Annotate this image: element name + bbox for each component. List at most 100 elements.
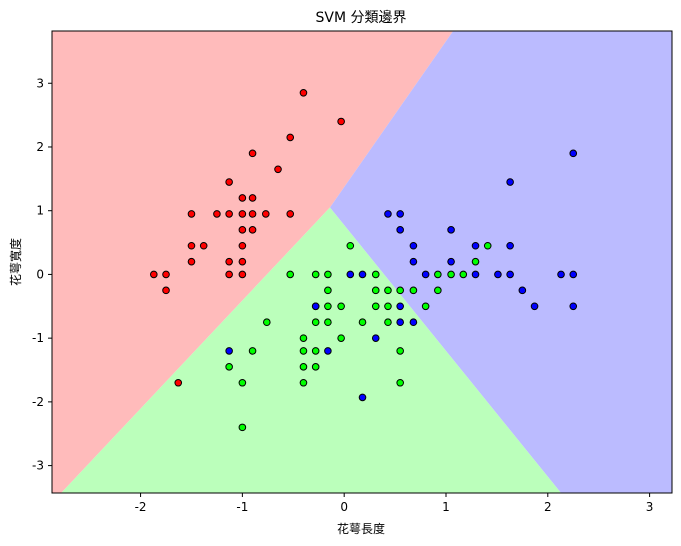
data-point bbox=[384, 318, 392, 327]
data-point bbox=[337, 334, 345, 342]
data-point bbox=[238, 257, 247, 266]
data-point bbox=[299, 363, 308, 371]
data-point bbox=[238, 194, 247, 202]
data-point bbox=[409, 241, 418, 250]
data-point bbox=[311, 302, 320, 311]
data-point bbox=[358, 318, 367, 327]
data-point bbox=[261, 210, 270, 218]
data-point bbox=[238, 210, 247, 218]
data-point bbox=[396, 318, 404, 327]
data-point bbox=[396, 226, 404, 234]
data-point bbox=[346, 270, 355, 279]
data-point bbox=[434, 270, 442, 279]
data-point bbox=[225, 178, 233, 186]
data-point bbox=[396, 347, 404, 355]
data-point bbox=[518, 286, 527, 295]
data-point bbox=[506, 270, 514, 279]
data-point bbox=[434, 286, 442, 295]
data-point bbox=[324, 347, 332, 355]
plot-area bbox=[51, 30, 673, 494]
data-point bbox=[447, 270, 455, 279]
data-point bbox=[569, 270, 578, 279]
data-point bbox=[248, 347, 257, 355]
y-axis-label: 花萼寬度 bbox=[8, 238, 23, 286]
data-point bbox=[225, 347, 233, 355]
data-point bbox=[286, 270, 295, 279]
y-tick-label: -3 bbox=[32, 459, 44, 473]
data-point bbox=[396, 210, 404, 218]
data-point bbox=[384, 302, 392, 311]
data-point bbox=[199, 241, 208, 250]
chart-title: SVM 分類邊界 bbox=[316, 10, 407, 26]
data-point bbox=[225, 210, 233, 218]
data-point bbox=[506, 241, 514, 250]
data-point bbox=[471, 257, 480, 266]
data-point bbox=[371, 334, 380, 342]
data-point bbox=[557, 270, 565, 279]
data-point bbox=[569, 302, 578, 311]
data-point bbox=[238, 226, 247, 234]
y-tick-label: 1 bbox=[36, 204, 44, 218]
data-point bbox=[409, 286, 418, 295]
data-point bbox=[311, 347, 320, 355]
data-point bbox=[483, 241, 492, 250]
data-point bbox=[225, 270, 233, 279]
data-point bbox=[447, 257, 455, 266]
data-point bbox=[311, 318, 320, 327]
x-tick-label: 0 bbox=[340, 500, 348, 514]
data-point bbox=[371, 286, 380, 295]
data-point bbox=[225, 257, 233, 266]
data-point bbox=[371, 270, 380, 279]
y-axis-ticks: -3 -2 -1 0 1 2 3 bbox=[32, 76, 52, 473]
data-point bbox=[238, 241, 247, 250]
data-point bbox=[187, 241, 196, 250]
data-point bbox=[358, 393, 367, 402]
data-point bbox=[396, 286, 404, 295]
data-point bbox=[384, 286, 392, 295]
data-point bbox=[162, 286, 170, 295]
data-point bbox=[225, 363, 233, 371]
data-point bbox=[324, 270, 332, 279]
data-point bbox=[530, 302, 539, 311]
data-point bbox=[409, 318, 418, 327]
data-point bbox=[286, 210, 295, 218]
data-point bbox=[299, 378, 308, 387]
y-tick-label: 0 bbox=[36, 267, 44, 281]
data-point bbox=[346, 241, 355, 250]
data-point bbox=[421, 270, 430, 279]
data-point bbox=[324, 302, 332, 311]
region-red bbox=[52, 31, 454, 493]
data-point bbox=[409, 257, 418, 266]
data-point bbox=[311, 270, 320, 279]
x-tick-label: 3 bbox=[646, 500, 654, 514]
data-point bbox=[238, 423, 247, 432]
data-point bbox=[162, 270, 170, 279]
data-point bbox=[299, 89, 308, 97]
x-axis-ticks: -2 -1 0 1 2 3 bbox=[135, 493, 654, 514]
data-point bbox=[174, 378, 183, 387]
plot-frame bbox=[51, 30, 673, 494]
data-point bbox=[248, 210, 257, 218]
data-points bbox=[150, 89, 578, 432]
data-point bbox=[238, 270, 247, 279]
data-point bbox=[471, 270, 480, 279]
data-point bbox=[447, 226, 455, 234]
data-point bbox=[384, 210, 392, 218]
x-tick-label: -2 bbox=[135, 500, 147, 514]
data-point bbox=[459, 270, 468, 279]
data-point bbox=[569, 149, 578, 158]
region-green bbox=[61, 207, 562, 493]
data-point bbox=[213, 210, 221, 218]
data-point bbox=[311, 363, 320, 371]
data-point bbox=[274, 165, 282, 174]
y-tick-label: 2 bbox=[36, 140, 44, 154]
data-point bbox=[187, 210, 196, 218]
data-point bbox=[150, 270, 158, 279]
data-point bbox=[371, 302, 380, 311]
x-axis-label: 花萼長度 bbox=[337, 521, 385, 536]
data-point bbox=[299, 347, 308, 355]
y-tick-label: -1 bbox=[32, 331, 44, 345]
data-point bbox=[324, 286, 332, 295]
data-point bbox=[187, 257, 196, 266]
